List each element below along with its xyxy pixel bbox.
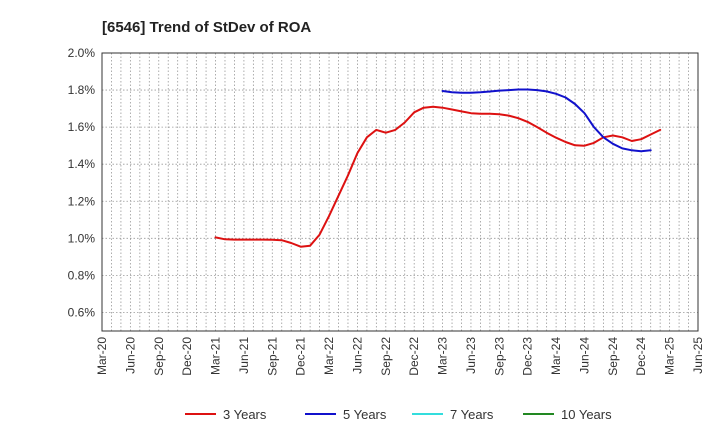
x-tick-label: Sep-23 [492, 337, 506, 376]
y-axis: 0.6% 0.8% 1.0% 1.2% 1.4% 1.6% 1.8% 2.0% [68, 46, 96, 319]
x-tick-label: Jun-24 [577, 337, 591, 374]
x-tick-label: Sep-24 [606, 337, 620, 376]
x-tick-label: Jun-25 [691, 337, 705, 374]
legend-label-5-years: 5 Years [343, 407, 387, 422]
legend-label-7-years: 7 Years [450, 407, 494, 422]
grid [102, 52, 698, 331]
x-tick-label: Mar-23 [436, 337, 450, 375]
y-tick-label: 1.8% [68, 83, 96, 97]
x-tick-label: Dec-24 [634, 337, 648, 376]
x-tick-label: Jun-20 [123, 337, 137, 374]
x-axis: Mar-20 Jun-20 Sep-20 Dec-20 Mar-21 Jun-21 Sep-… [95, 337, 705, 376]
series-line-3-years [214, 105, 662, 248]
series-line-5-years [441, 88, 652, 153]
x-tick-label: Dec-22 [407, 337, 421, 376]
x-tick-label: Dec-23 [521, 337, 535, 376]
plot-area-border [101, 52, 699, 332]
y-tick-label: 0.8% [68, 268, 96, 282]
y-tick-label: 0.6% [68, 305, 96, 319]
x-tick-label: Mar-21 [209, 337, 223, 375]
x-tick-label: Sep-22 [379, 337, 393, 376]
legend: 3 Years 5 Years 7 Years 10 Years [185, 407, 612, 422]
x-tick-label: Jun-21 [237, 337, 251, 374]
y-tick-label: 1.2% [68, 194, 96, 208]
y-tick-label: 1.4% [68, 157, 96, 171]
y-tick-label: 2.0% [68, 46, 96, 60]
chart-title: [6546] Trend of StDev of ROA [102, 19, 311, 36]
x-tick-label: Sep-20 [152, 337, 166, 376]
y-tick-label: 1.6% [68, 120, 96, 134]
legend-label-10-years: 10 Years [561, 407, 612, 422]
series-lines [214, 88, 662, 248]
x-tick-label: Mar-20 [95, 337, 109, 375]
x-tick-label: Sep-21 [265, 337, 279, 376]
x-tick-label: Jun-23 [464, 337, 478, 374]
legend-label-3-years: 3 Years [223, 407, 267, 422]
x-tick-label: Dec-20 [180, 337, 194, 376]
x-tick-label: Dec-21 [294, 337, 308, 376]
x-tick-label: Mar-24 [549, 337, 563, 375]
x-tick-label: Jun-22 [350, 337, 364, 374]
x-tick-label: Mar-25 [663, 337, 677, 375]
y-tick-label: 1.0% [68, 231, 96, 245]
x-tick-label: Mar-22 [322, 337, 336, 375]
